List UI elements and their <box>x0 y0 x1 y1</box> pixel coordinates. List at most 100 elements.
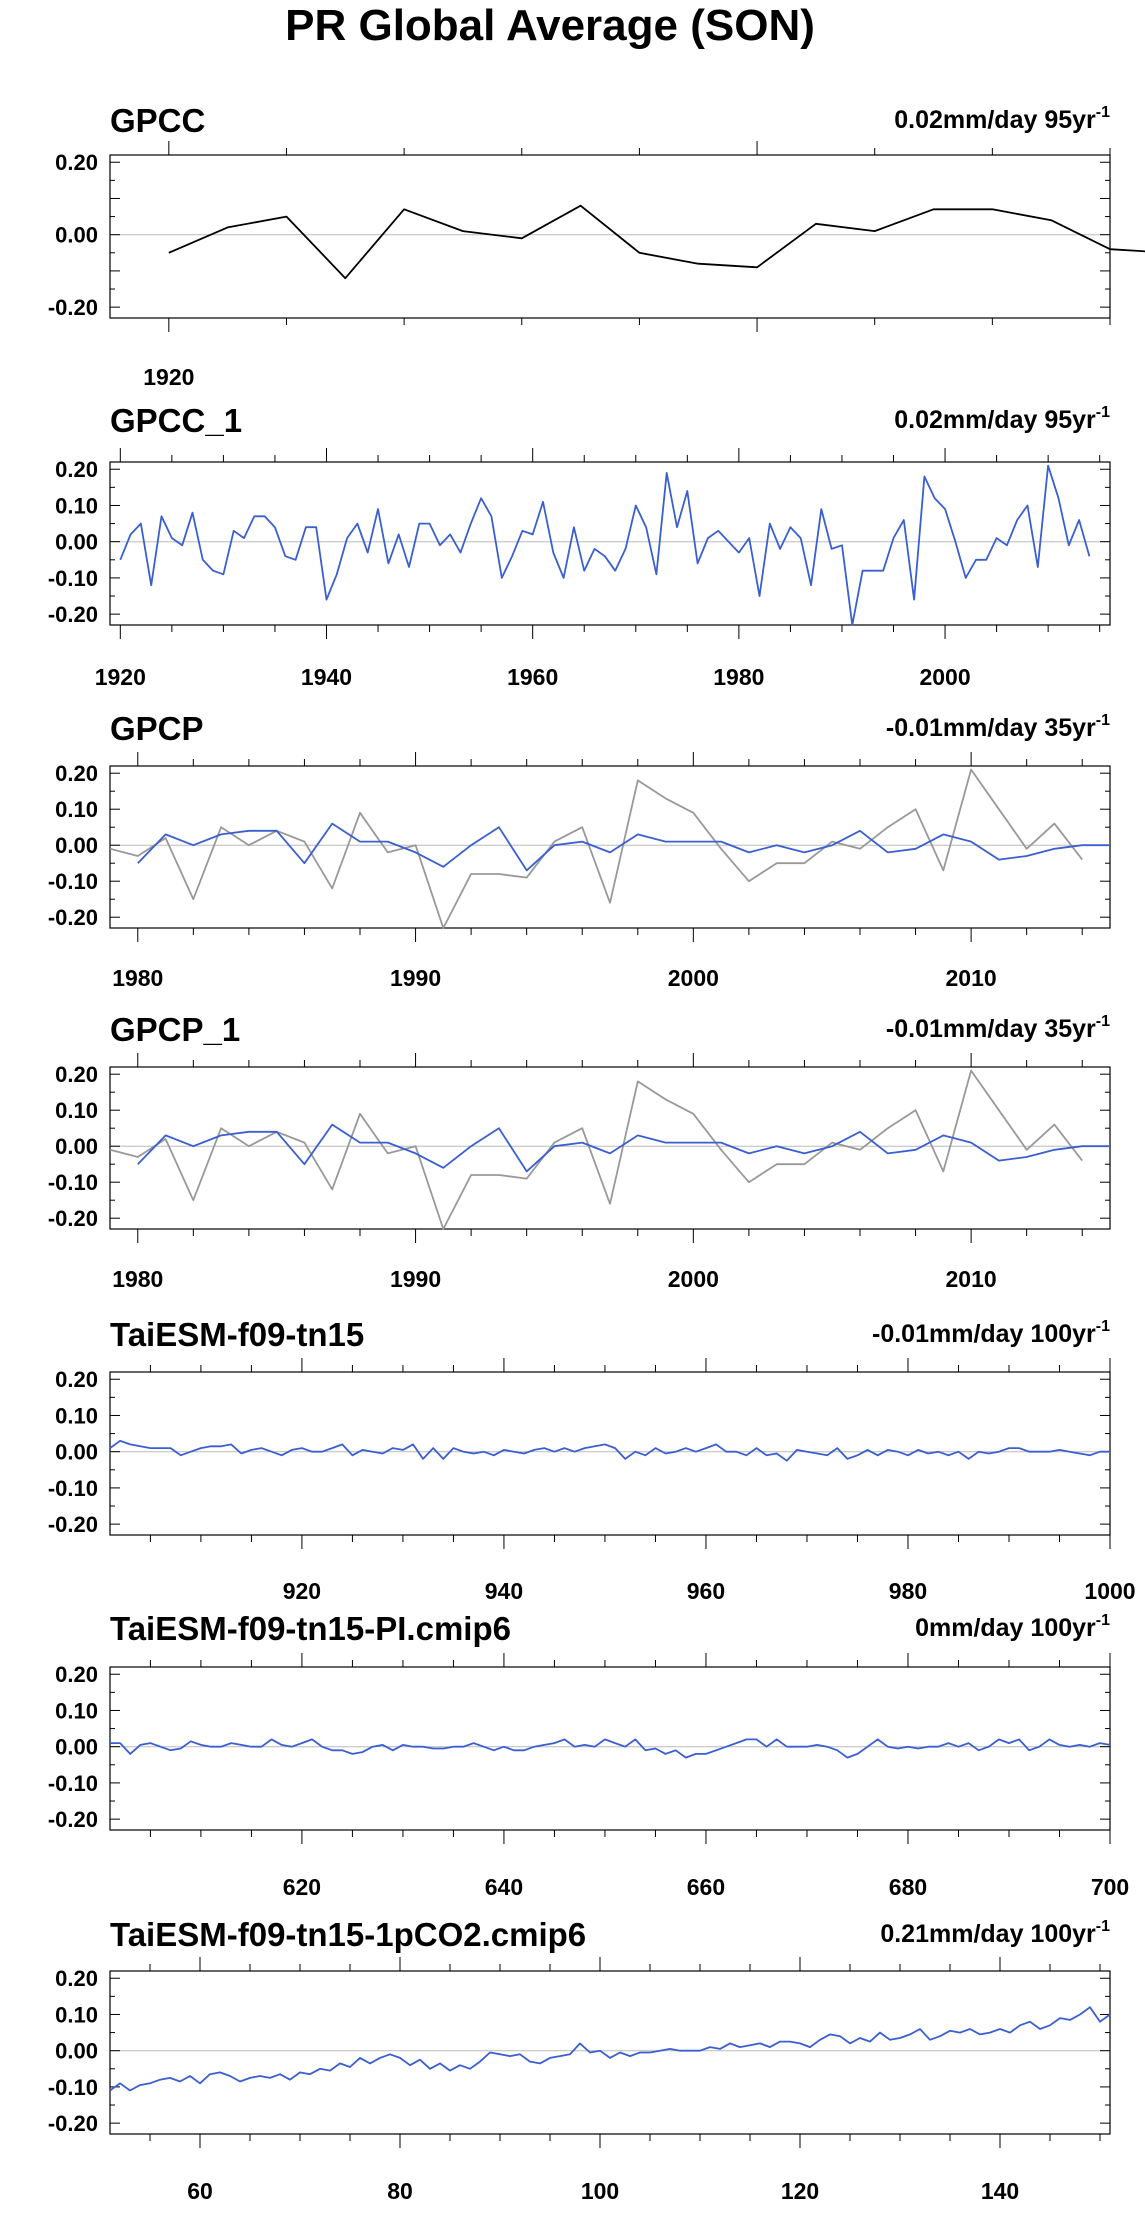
panel-4: TaiESM-f09-tn15 -0.01mm/day 100yr-1 0.20 0.… <box>48 1316 1136 1604</box>
y-tick-label: -0.20 <box>48 602 98 627</box>
x-tick-label: 1980 <box>112 965 163 991</box>
y-tick-label: 0.00 <box>55 1735 98 1760</box>
y-tick-label: 0.00 <box>55 223 98 248</box>
trend-value: -0.01mm/day 35yr <box>886 714 1096 742</box>
trend-value: -0.01mm/day 35yr <box>886 1015 1096 1043</box>
x-tick-label: 680 <box>889 1874 927 1900</box>
panel-title: TaiESM-f09-tn15 <box>110 1316 364 1353</box>
y-tick-label: 0.10 <box>55 797 98 822</box>
y-tick-label: 0.20 <box>55 1662 98 1687</box>
y-tick-label: -0.10 <box>48 566 98 591</box>
series-line-0 <box>109 2006 1111 2092</box>
y-tick-label: 0.20 <box>55 150 98 175</box>
trend-exponent: -1 <box>1096 1318 1110 1335</box>
y-tick-label: 0.10 <box>55 1698 98 1723</box>
series-line-0 <box>109 1069 1083 1230</box>
trend-label: -0.01mm/day 100yr-1 <box>872 1318 1110 1348</box>
y-tick-label: -0.20 <box>48 295 98 320</box>
panel-5: TaiESM-f09-tn15-PI.cmip6 0mm/day 100yr-10… <box>48 1610 1129 1900</box>
plot-frame <box>109 154 1111 319</box>
x-tick-label: 2010 <box>946 965 997 991</box>
plot-frame <box>109 1970 1111 2135</box>
series-line-0 <box>109 1439 1110 1462</box>
y-tick-label: 0.00 <box>55 1440 98 1465</box>
y-tick-label: -0.10 <box>48 1476 98 1501</box>
y-tick-label: 0.20 <box>55 1367 98 1392</box>
plot-frame <box>109 765 1111 929</box>
x-tick-label: 1920 <box>143 364 194 390</box>
main-title: PR Global Average (SON) <box>285 1 815 50</box>
x-tick-label: 2010 <box>946 1266 997 1292</box>
x-tick-label: 1980 <box>112 1266 163 1292</box>
x-tick-label: 60 <box>187 2178 213 2204</box>
panel-title: GPCC <box>110 102 205 139</box>
y-tick-label: -0.10 <box>48 1170 98 1195</box>
x-tick-label: 2000 <box>668 1266 719 1292</box>
trend-exponent: -1 <box>1096 1612 1110 1629</box>
trend-value: 0.02mm/day 95yr <box>894 406 1096 434</box>
y-tick-label: -0.20 <box>48 2111 98 2136</box>
x-tick-label: 960 <box>687 1578 725 1604</box>
series-line-0 <box>119 464 1091 626</box>
plot-frame <box>109 1371 1111 1536</box>
series-line-0 <box>168 204 1145 280</box>
x-tick-label: 1960 <box>507 664 558 690</box>
x-tick-label: 1990 <box>390 1266 441 1292</box>
x-tick-label: 1940 <box>301 664 352 690</box>
x-tick-label: 1990 <box>390 965 441 991</box>
y-tick-label: -0.20 <box>48 905 98 930</box>
x-tick-label: 1000 <box>1084 1578 1135 1604</box>
y-tick-label: 0.00 <box>55 833 98 858</box>
y-tick-label: -0.20 <box>48 1512 98 1537</box>
x-tick-label: 980 <box>889 1578 927 1604</box>
y-tick-label: -0.10 <box>48 869 98 894</box>
y-tick-label: 0.20 <box>55 1062 98 1087</box>
panel-2: GPCP -0.01mm/day 35yr-1 0.20 0.10 0.00 -0.10 -… <box>48 710 1111 991</box>
y-tick-label: 0.10 <box>55 2002 98 2027</box>
x-tick-label: 640 <box>485 1874 523 1900</box>
y-tick-label: 0.00 <box>55 1134 98 1159</box>
plot-frame <box>109 461 1111 626</box>
y-tick-label: 0.20 <box>55 761 98 786</box>
x-tick-label: 1980 <box>713 664 764 690</box>
trend-value: 0mm/day 100yr <box>915 1614 1096 1642</box>
series-line-0 <box>109 768 1083 929</box>
panel-title: TaiESM-f09-tn15-PI.cmip6 <box>110 1610 511 1647</box>
x-tick-label: 100 <box>581 2178 619 2204</box>
trend-label: 0.02mm/day 95yr-1 <box>894 104 1110 134</box>
y-tick-label: -0.10 <box>48 2075 98 2100</box>
y-tick-label: 0.20 <box>55 1966 98 1991</box>
x-tick-label: 940 <box>485 1578 523 1604</box>
x-tick-label: 1920 <box>95 664 146 690</box>
panel-title: GPCP <box>110 710 204 747</box>
y-tick-label: 0.10 <box>55 493 98 518</box>
y-tick-label: 0.10 <box>55 1403 98 1428</box>
trend-label: 0.21mm/day 100yr-1 <box>880 1918 1110 1948</box>
y-tick-label: 0.00 <box>55 2039 98 2064</box>
trend-exponent: -1 <box>1096 104 1110 121</box>
panel-title: TaiESM-f09-tn15-1pCO2.cmip6 <box>110 1916 586 1953</box>
trend-exponent: -1 <box>1096 404 1110 421</box>
plot-frame <box>109 1666 1111 1831</box>
panel-title: GPCP_1 <box>110 1011 240 1048</box>
series-line-1 <box>137 1123 1110 1173</box>
x-tick-label: 2000 <box>668 965 719 991</box>
x-tick-label: 2000 <box>919 664 970 690</box>
trend-exponent: -1 <box>1096 1013 1110 1030</box>
y-tick-label: 0.10 <box>55 1098 98 1123</box>
series-line-1 <box>137 822 1110 872</box>
series-line-0 <box>110 1738 1111 1759</box>
trend-label: 0.02mm/day 95yr-1 <box>894 404 1110 434</box>
x-tick-label: 620 <box>283 1874 321 1900</box>
x-tick-label: 660 <box>687 1874 725 1900</box>
panel-title: GPCC_1 <box>110 402 242 439</box>
y-tick-label: 0.00 <box>55 530 98 555</box>
x-tick-label: 80 <box>387 2178 413 2204</box>
trend-exponent: -1 <box>1096 712 1110 729</box>
trend-label: 0mm/day 100yr-1 <box>915 1612 1110 1642</box>
trend-value: -0.01mm/day 100yr <box>872 1320 1096 1348</box>
trend-label: -0.01mm/day 35yr-1 <box>886 1013 1110 1043</box>
y-tick-label: -0.20 <box>48 1206 98 1231</box>
